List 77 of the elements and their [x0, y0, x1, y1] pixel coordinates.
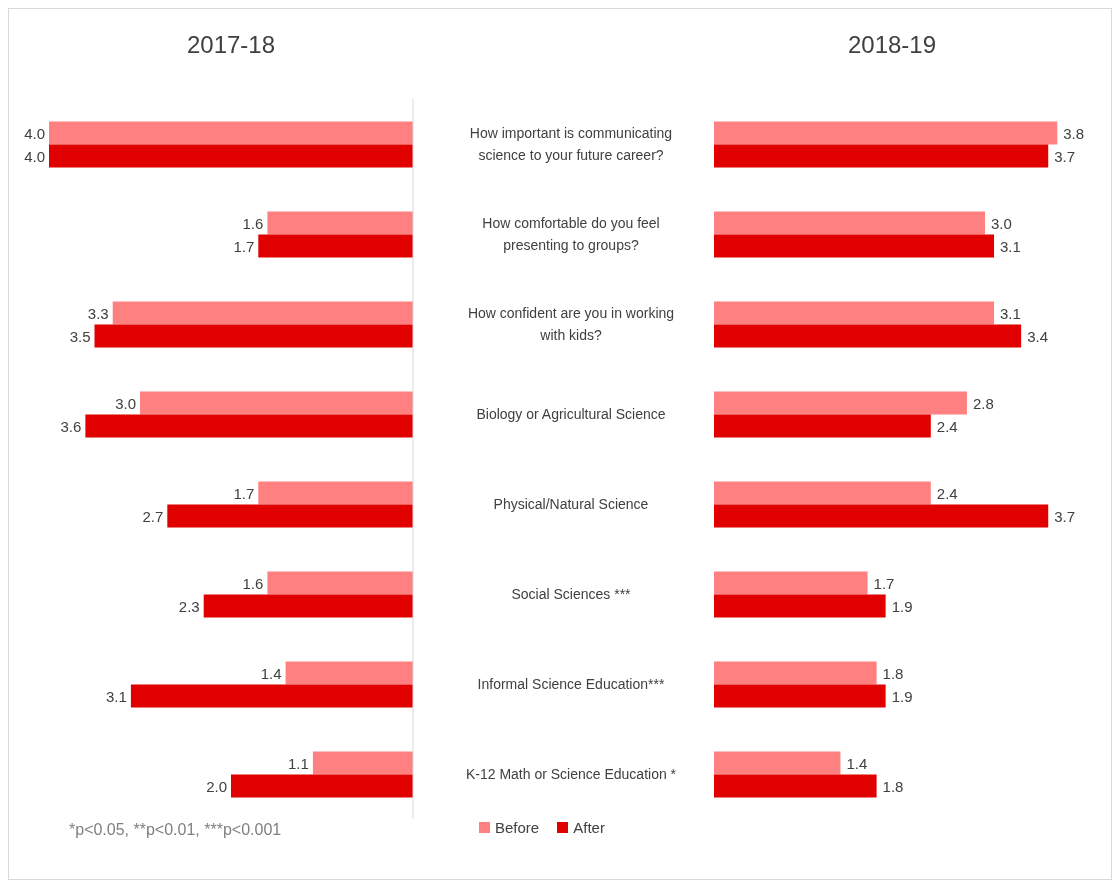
bar [714, 684, 886, 708]
y-tick-label: How comfortable do you feel presenting to groups? [482, 215, 660, 253]
bar [714, 144, 1049, 168]
bar [130, 684, 413, 708]
bar [112, 301, 413, 325]
bar [258, 234, 413, 258]
bar [167, 504, 413, 528]
data-label: 4.0 [24, 124, 45, 142]
y-tick-label: How important is communicating science to your future career? [469, 125, 673, 163]
data-label: 1.6 [242, 574, 264, 592]
y-tick-label: Informal Science Education*** [477, 676, 665, 692]
chart-title: 2017-18 [185, 30, 277, 60]
bar [714, 751, 841, 775]
bar [714, 121, 1058, 145]
data-label: 1.7 [873, 574, 895, 592]
text: *p<0.05, **p<0.01, ***p<0.001 [69, 821, 282, 839]
bar [714, 594, 886, 618]
data-label: 3.1 [1000, 304, 1021, 322]
bar [714, 504, 1049, 528]
data-label: 3.6 [60, 417, 82, 435]
data-label: 2.3 [178, 597, 200, 615]
legend-label: After [572, 819, 605, 836]
data-label: 3.8 [1063, 124, 1085, 142]
data-label: 3.0 [115, 394, 136, 412]
bar [714, 774, 877, 798]
data-label: 2.0 [206, 777, 227, 795]
bar [714, 391, 967, 415]
data-label: 2.8 [972, 394, 994, 412]
bar [258, 481, 413, 505]
bar [267, 571, 413, 595]
bar [714, 324, 1022, 348]
data-label: 1.9 [891, 687, 913, 705]
bar [714, 211, 985, 235]
bar [285, 661, 413, 685]
y-tick-label: Physical/Natural Science [493, 496, 649, 512]
data-label: 1.4 [846, 754, 868, 772]
bar [49, 144, 413, 168]
y-tick-label: Biology or Agricultural Science [476, 406, 666, 422]
bar [49, 121, 413, 145]
bar [714, 414, 931, 438]
bar [267, 211, 413, 235]
data-label: 3.5 [69, 327, 91, 345]
data-label: 3.7 [1054, 507, 1076, 525]
y-tick-label: Social Sciences *** [511, 586, 632, 602]
data-label: 3.3 [87, 304, 109, 322]
data-label: 1.8 [882, 777, 904, 795]
data-label: 1.4 [260, 664, 282, 682]
bar [140, 391, 413, 415]
data-label: 1.7 [233, 484, 255, 502]
bar [85, 414, 413, 438]
data-label: 1.6 [242, 214, 264, 232]
data-label: 1.9 [891, 597, 913, 615]
data-label: 3.1 [106, 687, 127, 705]
data-label: 3.4 [1027, 327, 1048, 345]
bar [94, 324, 413, 348]
bar [714, 571, 868, 595]
y-tick-label: How confident are you in working with kids? [467, 305, 675, 343]
data-label: 1.8 [882, 664, 904, 682]
bar [203, 594, 413, 618]
data-label: 3.0 [991, 214, 1012, 232]
bar [312, 751, 413, 775]
chart-title: 2018-19 [846, 30, 938, 60]
bar [231, 774, 413, 798]
data-label: 2.4 [936, 417, 958, 435]
data-label: 1.1 [288, 754, 309, 772]
legend-label: Before [494, 819, 540, 836]
data-label: 1.7 [233, 237, 255, 255]
bar [714, 661, 877, 685]
data-label: 2.7 [142, 507, 164, 525]
data-label: 3.1 [1000, 237, 1021, 255]
data-label: 3.7 [1054, 147, 1076, 165]
data-label: 4.0 [24, 147, 45, 165]
bar [714, 481, 931, 505]
bar [714, 234, 995, 258]
data-label: 2.4 [936, 484, 958, 502]
bar [714, 301, 995, 325]
y-tick-label: K-12 Math or Science Education * [465, 766, 677, 782]
